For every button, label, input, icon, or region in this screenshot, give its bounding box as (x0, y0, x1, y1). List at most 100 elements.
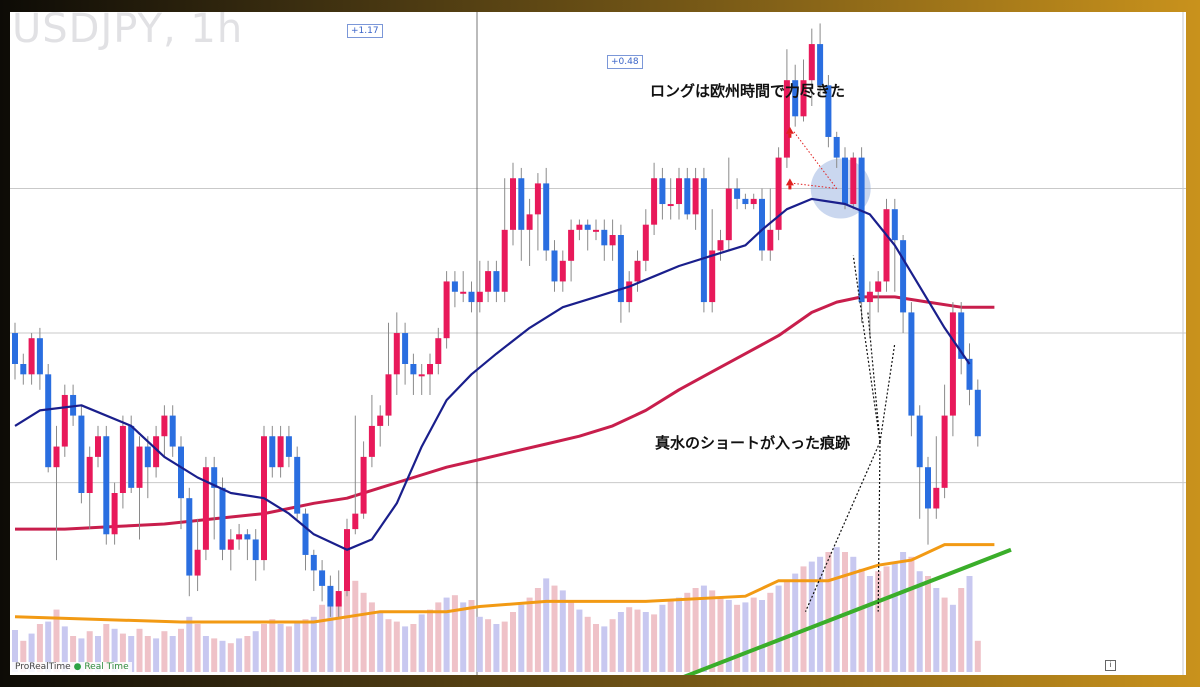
volume-bar (103, 624, 110, 672)
volume-bar (651, 614, 658, 672)
volume-bar (468, 600, 475, 672)
volume-bar (601, 626, 608, 672)
volume-bar (949, 604, 956, 672)
volume-bar (144, 636, 151, 672)
candle-body (20, 364, 27, 375)
info-icon[interactable]: i (1105, 660, 1116, 671)
candle-body (866, 291, 873, 303)
candle-body (808, 44, 815, 81)
candle-body (883, 209, 890, 282)
volume-bar (153, 638, 160, 672)
pointer-dotted-line (867, 312, 881, 443)
candle-body (385, 374, 392, 416)
candle-body (327, 585, 334, 607)
candle-body (900, 240, 907, 313)
volume-bar (443, 597, 450, 672)
volume-bar (842, 552, 848, 672)
volume-bar (385, 619, 392, 672)
candle-body (111, 493, 118, 535)
candle-body (12, 333, 18, 364)
volume-layer (12, 547, 981, 672)
volume-bar (501, 621, 508, 672)
candle-body (294, 456, 301, 514)
volume-bar (850, 556, 857, 672)
candle-body (750, 198, 757, 205)
volume-bar (261, 624, 267, 672)
volume-bar (211, 638, 218, 672)
volume-bar (534, 588, 541, 672)
candle-body (717, 240, 724, 251)
volume-bar (20, 640, 27, 672)
volume-bar (70, 636, 77, 672)
volume-bar (194, 624, 201, 672)
volume-bar (269, 619, 276, 672)
volume-bar (418, 614, 425, 672)
candle-body (767, 229, 774, 251)
volume-bar (352, 580, 359, 672)
volume-bar (900, 552, 907, 672)
volume-bar (659, 604, 666, 672)
candle-body (634, 260, 641, 282)
badge-top[interactable]: +1.17 (347, 24, 383, 38)
candle-body (277, 436, 284, 468)
badge-second[interactable]: +0.48 (607, 55, 643, 69)
candle-body (941, 415, 948, 488)
candle-body (418, 374, 425, 377)
volume-bar (186, 616, 193, 672)
up-arrow-stem (788, 185, 792, 190)
volume-bar (427, 609, 433, 672)
volume-bar (12, 630, 18, 672)
volume-bar (169, 636, 176, 672)
volume-bar (435, 602, 442, 672)
candle-body (642, 224, 649, 261)
candle-body (617, 235, 624, 303)
platform-footer: ProRealTime ● Real Time (12, 662, 132, 672)
volume-bar (368, 602, 375, 672)
candle-layer (12, 23, 981, 617)
volume-bar (510, 612, 516, 672)
candle-body (925, 467, 931, 509)
volume-bar (576, 609, 583, 672)
volume-bar (451, 595, 458, 672)
candle-body (186, 498, 193, 576)
volume-bar (593, 624, 599, 672)
volume-bar (568, 600, 575, 672)
candle-body (485, 271, 492, 292)
ma-long-layer (15, 295, 995, 531)
volume-bar (360, 592, 367, 672)
volume-bar (344, 588, 350, 672)
candle-body (435, 338, 442, 364)
candle-body (958, 312, 965, 359)
volume-bar (285, 626, 292, 672)
candle-body (144, 446, 151, 468)
candle-body (725, 188, 732, 241)
volume-bar (551, 585, 558, 672)
candle-body (427, 364, 433, 375)
candle-body (933, 487, 940, 509)
arrow-dotted-line (793, 131, 838, 189)
realtime-label: Real Time (84, 662, 129, 672)
volume-bar (28, 633, 35, 672)
candle-body (219, 487, 226, 550)
candle-body (783, 80, 790, 158)
volume-bar (684, 592, 691, 672)
volume-bar (410, 624, 417, 672)
volume-bar (634, 609, 641, 672)
ma-short-line (14, 197, 971, 551)
candle-body (568, 229, 575, 261)
up-arrow-icon (785, 126, 794, 134)
volume-bar (966, 576, 973, 672)
volume-bar (526, 597, 533, 672)
candle-body (302, 513, 309, 555)
candle-body (128, 425, 135, 488)
volume-bar (676, 597, 682, 672)
candle-body (310, 554, 317, 571)
volume-bar (933, 588, 940, 672)
volume-bar (78, 638, 85, 672)
candle-body (402, 333, 409, 364)
volume-bar (402, 626, 409, 672)
candle-body (974, 389, 981, 437)
candle-body (800, 80, 807, 117)
candle-body (742, 198, 749, 205)
annotation-long-exhausted: ロングは欧州時間で力尽きた (650, 82, 846, 100)
